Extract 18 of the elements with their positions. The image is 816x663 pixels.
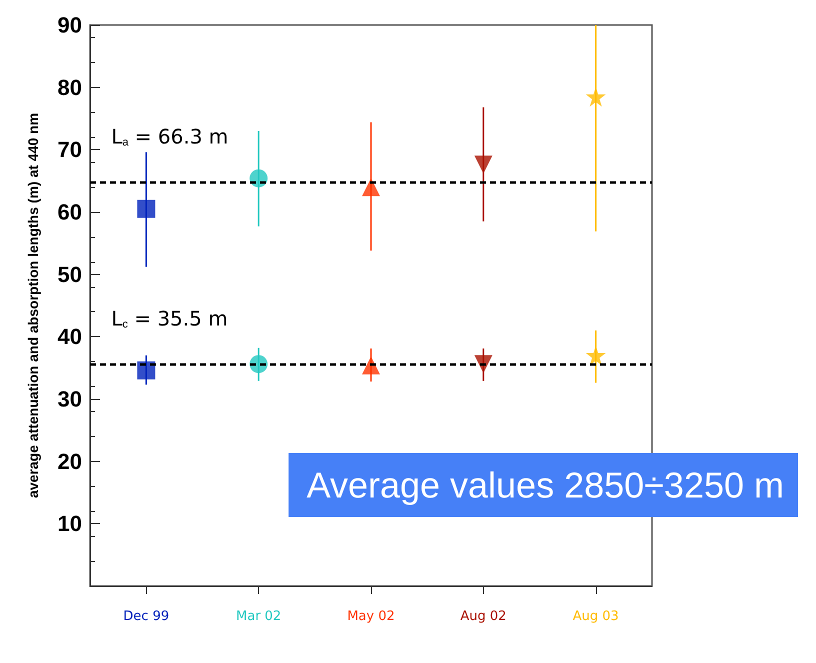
x-tick-label: Mar 02 [236,609,282,624]
y-tick-label: 40 [58,324,82,350]
annotation: Lc = 35.5 m [111,306,228,331]
annotation: La = 66.3 m [111,124,228,149]
x-tick-label: May 02 [347,609,395,624]
y-tick-label: 90 [58,12,82,38]
y-tick-label: 80 [58,74,82,100]
y-tick-label: 10 [58,511,82,536]
x-tick-label: Dec 99 [123,609,170,624]
y-tick-label: 50 [58,262,82,287]
y-axis-title: average attenuation and absorption lengths (m) at 440 nm [25,112,41,498]
y-tick-label: 70 [58,137,82,162]
y-tick-label: 60 [58,200,82,224]
y-tick-label: 20 [58,448,82,474]
x-tick-label: Aug 03 [572,609,619,624]
annotation: Average values 2850÷3250 m [306,464,784,506]
y-tick-label: 30 [58,386,82,412]
x-tick-label: Aug 02 [460,609,506,624]
